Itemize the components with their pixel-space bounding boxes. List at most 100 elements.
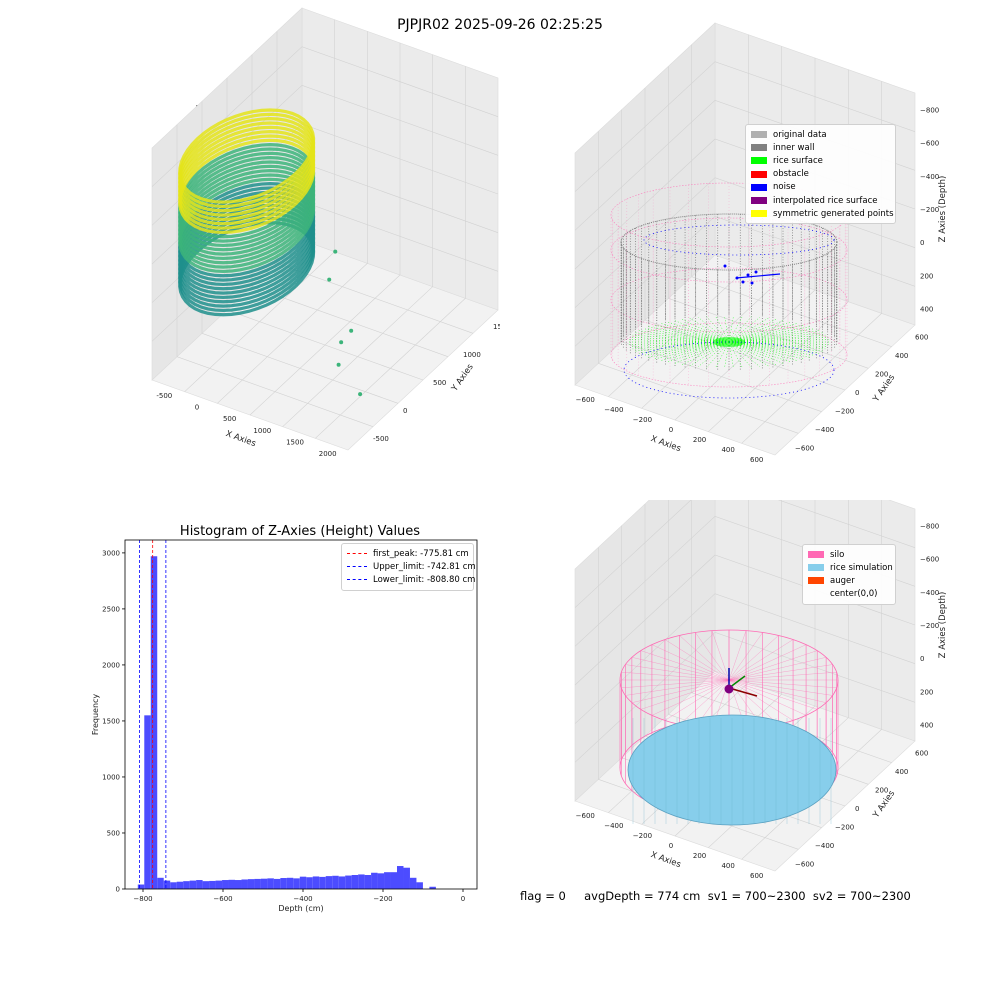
- y-tick-label: 500: [107, 829, 120, 837]
- cylinder-ring: [178, 117, 316, 213]
- rice-surface-ray: [643, 341, 730, 356]
- legend-swatch: [751, 131, 767, 139]
- rice-surface-ray: [728, 341, 815, 356]
- legend-label: symmetric generated points: [773, 208, 894, 219]
- noise-point: [746, 273, 750, 277]
- histogram-bar: [267, 878, 274, 889]
- rice-surface-ray: [724, 341, 730, 369]
- histogram-bar: [306, 877, 313, 889]
- x-tick-label: 0: [669, 426, 673, 434]
- x-tick-label: 600: [750, 456, 763, 464]
- outlier-point: [358, 392, 363, 397]
- y-tick-label: −400: [815, 426, 834, 434]
- rice-surface-ray: [728, 341, 743, 368]
- histogram-bar: [325, 876, 333, 889]
- simulation-legend: silo rice simulation auger center(0,0): [802, 544, 896, 605]
- noise-top-ring: [643, 224, 835, 256]
- silo-roof-line: [664, 639, 730, 681]
- legend-swatch: [347, 553, 367, 555]
- z-axis-label: Z Axies (Depth): [938, 176, 948, 243]
- y-tick-label: 500: [433, 379, 446, 387]
- legend-label: interpolated rice surface: [773, 195, 878, 206]
- z-tick-label: 200: [920, 688, 933, 696]
- histogram-bar: [170, 882, 177, 889]
- silo-roof-line: [679, 635, 730, 681]
- y-axis-label: Frequency: [91, 694, 100, 736]
- z-tick-label: −200: [920, 622, 939, 630]
- histogram-bar: [183, 881, 190, 889]
- histogram-bar: [377, 873, 385, 889]
- noise-point: [723, 264, 727, 268]
- silo-roof-line: [640, 679, 730, 710]
- legend-swatch: [751, 210, 767, 218]
- outlier-point: [339, 340, 344, 345]
- legend-item: silo: [808, 548, 889, 561]
- silo-roof-line: [711, 630, 730, 681]
- x-tick-label: 1000: [253, 427, 271, 435]
- x-axis-label: X Axies: [649, 850, 682, 870]
- histogram-bar: [351, 874, 359, 889]
- legend-swatch: [808, 577, 824, 585]
- x-tick-label: 500: [223, 415, 236, 423]
- silo-roof-line: [728, 650, 818, 681]
- silo-roof-line: [664, 679, 730, 721]
- raw-data-3d-plot: -5000500100015002000-5000500100015000−20…: [151, 7, 500, 458]
- legend-item: interpolated rice surface: [751, 194, 889, 207]
- y-tick-label: 200: [875, 786, 888, 794]
- silo-roof-line: [631, 657, 730, 681]
- rice-surface-ray: [643, 328, 730, 343]
- legend-label: noise: [773, 182, 796, 193]
- panel3-title: Histogram of Z-Axies (Height) Values: [179, 524, 421, 539]
- depth-histogram: −800 −600 −400 −200 0 0 500 1000 1500 2000 2500 300…: [91, 539, 478, 913]
- legend-item: symmetric generated points: [751, 207, 894, 220]
- y-tick-label: 1000: [463, 351, 481, 359]
- silo-roof-line: [728, 671, 837, 681]
- histogram-bar: [390, 872, 397, 889]
- x-tick-label: −200: [633, 416, 652, 424]
- legend-label: obstacle: [773, 169, 809, 180]
- legend-item: auger: [808, 574, 889, 587]
- legend-label: center(0,0): [830, 589, 878, 600]
- outlier-point: [349, 328, 354, 333]
- x-tick-label: −400: [604, 406, 623, 414]
- legend-swatch: [808, 551, 824, 559]
- silo-roof-line: [728, 644, 807, 681]
- rice-surface-ray: [638, 330, 730, 343]
- silo-roof-line: [728, 632, 763, 681]
- histogram-bar: [247, 879, 255, 889]
- noise-ring: [623, 341, 835, 399]
- y-tick-label: 400: [895, 768, 908, 776]
- y-tick-label: 1500: [493, 323, 500, 331]
- silo-roof-line: [728, 657, 827, 681]
- x-tick-label: 1500: [286, 439, 304, 447]
- y-tick-label: 1500: [102, 717, 120, 725]
- noise-point: [754, 270, 758, 274]
- silo-roof-line: [640, 650, 730, 681]
- z-tick-label: −600: [920, 556, 939, 564]
- y-tick-label: 400: [895, 352, 908, 360]
- silo-roof-line: [728, 679, 818, 710]
- grid-line: [315, 66, 466, 439]
- z-tick-label: −400: [920, 173, 939, 181]
- z-tick-label: 0: [920, 239, 924, 247]
- legend-swatch: [751, 197, 767, 205]
- silo-roof-line: [728, 664, 833, 681]
- legend-item: first_peak: -775.81 cm: [347, 547, 469, 560]
- outlier-point: [333, 249, 338, 254]
- x-tick-label: 0: [669, 842, 673, 850]
- histogram-bar: [235, 880, 242, 889]
- histogram-bar: [286, 877, 294, 889]
- y-tick-label: -500: [373, 435, 389, 443]
- legend-label: rice simulation: [830, 562, 893, 573]
- silo-roof-line: [728, 679, 827, 703]
- rice-surface-ray: [728, 341, 792, 363]
- legend-label: first_peak: -775.81 cm: [373, 548, 469, 559]
- x-tick-label: 400: [721, 446, 734, 454]
- histogram-bar: [137, 884, 145, 889]
- rice-surface-ray: [666, 321, 730, 343]
- legend-swatch: [751, 183, 767, 191]
- histogram-bar: [312, 876, 320, 889]
- histogram-bar: [299, 876, 307, 889]
- z-tick-label: −200: [920, 206, 939, 214]
- y-axis-label: Y Axies: [449, 362, 476, 394]
